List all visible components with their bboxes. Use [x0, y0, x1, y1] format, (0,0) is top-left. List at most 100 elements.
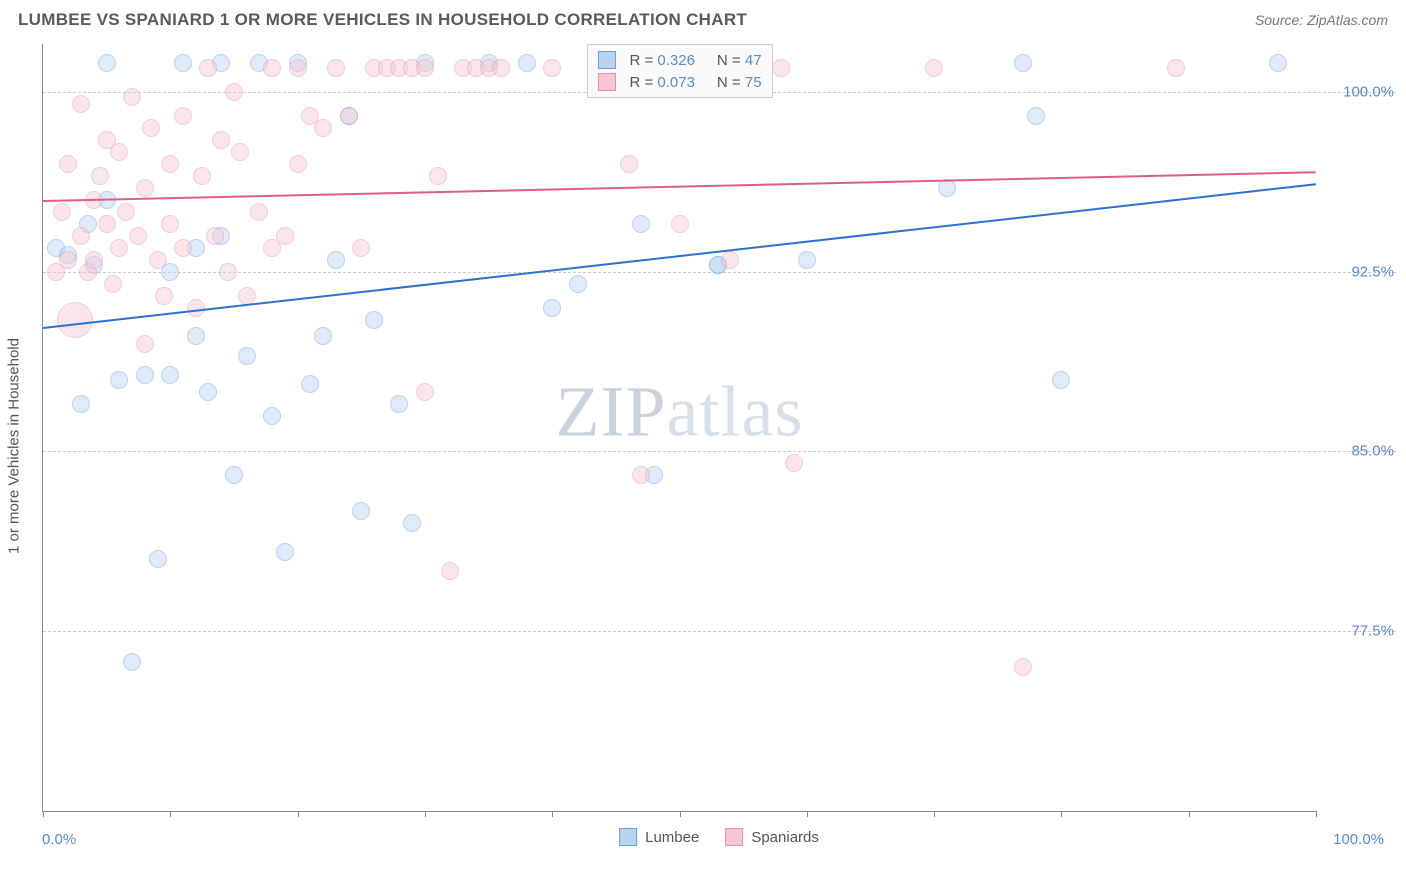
data-point	[632, 215, 650, 233]
chart-title: LUMBEE VS SPANIARD 1 OR MORE VEHICLES IN…	[18, 10, 747, 30]
legend-n: N = 47	[717, 52, 762, 69]
data-point	[225, 466, 243, 484]
data-point	[174, 54, 192, 72]
data-point	[155, 287, 173, 305]
data-point	[327, 251, 345, 269]
data-point	[289, 59, 307, 77]
data-point	[187, 299, 205, 317]
data-point	[671, 215, 689, 233]
x-tick	[1061, 811, 1062, 817]
data-point	[429, 167, 447, 185]
data-point	[416, 59, 434, 77]
data-point	[110, 239, 128, 257]
x-tick	[934, 811, 935, 817]
data-point	[85, 251, 103, 269]
data-point	[123, 88, 141, 106]
legend-top-row: R = 0.073N = 75	[597, 71, 761, 93]
gridline	[43, 631, 1396, 632]
data-point	[149, 251, 167, 269]
legend-item: Spaniards	[725, 828, 819, 846]
data-point	[925, 59, 943, 77]
x-tick	[298, 811, 299, 817]
x-tick	[552, 811, 553, 817]
legend-label: Lumbee	[645, 829, 699, 846]
data-point	[59, 155, 77, 173]
data-point	[263, 407, 281, 425]
data-point	[59, 251, 77, 269]
data-point	[110, 371, 128, 389]
x-axis-min: 0.0%	[42, 831, 76, 848]
legend-item: Lumbee	[619, 828, 699, 846]
data-point	[219, 263, 237, 281]
data-point	[785, 454, 803, 472]
watermark-zip: ZIP	[556, 372, 667, 452]
legend-swatch	[619, 828, 637, 846]
data-point	[53, 203, 71, 221]
y-tick-label: 77.5%	[1320, 623, 1394, 640]
data-point	[518, 54, 536, 72]
data-point	[104, 275, 122, 293]
data-point	[1014, 54, 1032, 72]
legend-bottom: Lumbee Spaniards	[619, 828, 819, 846]
data-point	[136, 366, 154, 384]
data-point	[1052, 371, 1070, 389]
x-tick	[425, 811, 426, 817]
data-point	[72, 95, 90, 113]
data-point	[721, 251, 739, 269]
x-tick	[1189, 811, 1190, 817]
data-point	[193, 167, 211, 185]
data-point	[314, 327, 332, 345]
legend-r: R = 0.326	[629, 52, 694, 69]
x-tick	[170, 811, 171, 817]
data-point	[543, 59, 561, 77]
data-point	[161, 155, 179, 173]
data-point	[98, 54, 116, 72]
data-point	[632, 466, 650, 484]
data-point	[72, 227, 90, 245]
data-point	[199, 59, 217, 77]
data-point	[276, 543, 294, 561]
data-point	[1014, 658, 1032, 676]
data-point	[238, 287, 256, 305]
data-point	[91, 167, 109, 185]
data-point	[263, 59, 281, 77]
data-point	[129, 227, 147, 245]
source-label: Source: ZipAtlas.com	[1255, 12, 1388, 28]
data-point	[212, 131, 230, 149]
data-point	[174, 239, 192, 257]
data-point	[352, 502, 370, 520]
data-point	[123, 653, 141, 671]
data-point	[620, 155, 638, 173]
data-point	[57, 302, 93, 338]
plot-area: ZIPatlas 100.0%92.5%85.0%77.5%R = 0.326N…	[42, 44, 1316, 812]
gridline	[43, 451, 1396, 452]
y-axis-title: 1 or more Vehicles in Household	[6, 338, 23, 554]
data-point	[289, 155, 307, 173]
data-point	[798, 251, 816, 269]
trend-line	[43, 171, 1316, 202]
data-point	[1167, 59, 1185, 77]
data-point	[1269, 54, 1287, 72]
data-point	[352, 239, 370, 257]
legend-n: N = 75	[717, 74, 762, 91]
data-point	[238, 347, 256, 365]
data-point	[110, 143, 128, 161]
data-point	[98, 215, 116, 233]
x-tick	[680, 811, 681, 817]
legend-swatch	[597, 73, 615, 91]
data-point	[569, 275, 587, 293]
data-point	[1027, 107, 1045, 125]
data-point	[327, 59, 345, 77]
data-point	[231, 143, 249, 161]
data-point	[117, 203, 135, 221]
data-point	[187, 327, 205, 345]
legend-top-row: R = 0.326 N = 47	[597, 49, 761, 71]
data-point	[314, 119, 332, 137]
data-point	[161, 366, 179, 384]
legend-swatch	[597, 51, 615, 69]
data-point	[142, 119, 160, 137]
data-point	[250, 203, 268, 221]
data-point	[416, 383, 434, 401]
data-point	[136, 335, 154, 353]
data-point	[174, 107, 192, 125]
